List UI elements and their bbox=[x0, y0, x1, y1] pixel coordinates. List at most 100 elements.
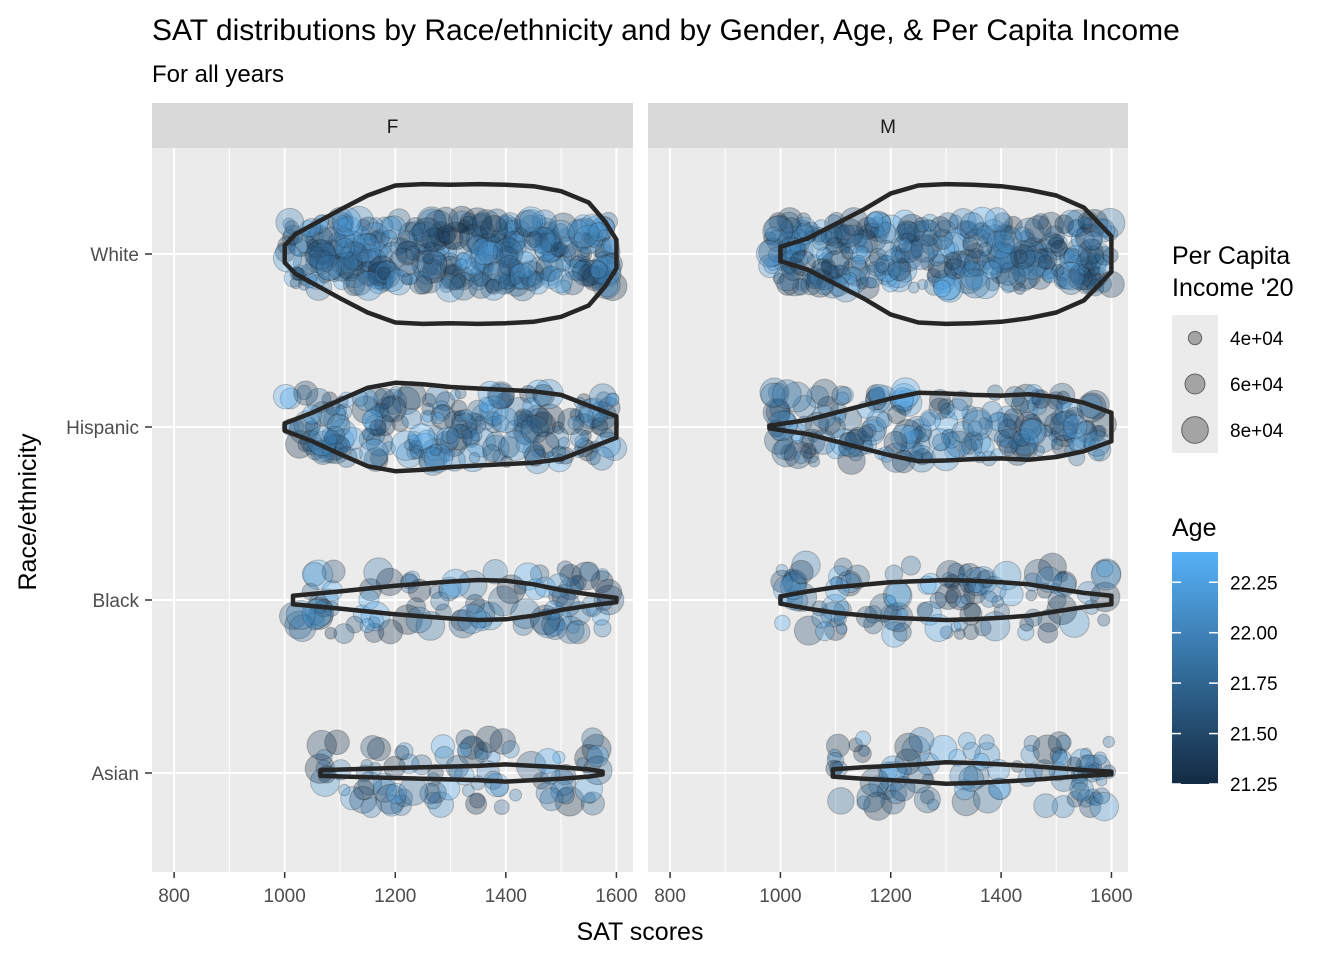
data-point bbox=[449, 272, 478, 301]
data-point bbox=[963, 247, 988, 272]
data-point bbox=[1066, 248, 1082, 264]
data-point bbox=[569, 408, 583, 422]
size-legend-circle bbox=[1181, 416, 1209, 444]
data-point bbox=[856, 783, 886, 813]
data-point bbox=[474, 232, 504, 262]
data-point bbox=[962, 409, 994, 441]
data-point bbox=[539, 265, 561, 287]
data-point bbox=[1078, 255, 1101, 279]
data-point bbox=[1056, 261, 1085, 291]
data-point bbox=[489, 728, 517, 755]
data-point bbox=[357, 244, 381, 268]
data-point bbox=[1008, 261, 1039, 292]
data-point bbox=[763, 231, 777, 246]
data-point bbox=[439, 276, 452, 289]
data-point bbox=[1055, 276, 1068, 288]
data-point bbox=[460, 249, 486, 275]
x-tick-label: 1400 bbox=[980, 886, 1022, 907]
data-point bbox=[417, 208, 447, 238]
data-point bbox=[497, 274, 517, 294]
data-point bbox=[1037, 622, 1059, 644]
data-point bbox=[469, 428, 483, 442]
data-point bbox=[1038, 250, 1052, 264]
data-point bbox=[333, 273, 351, 291]
data-point bbox=[472, 270, 490, 288]
data-point bbox=[301, 561, 327, 587]
data-point bbox=[567, 219, 598, 250]
data-point bbox=[900, 555, 921, 576]
data-point bbox=[937, 398, 955, 415]
data-point bbox=[408, 221, 440, 253]
data-point bbox=[394, 745, 410, 761]
data-point bbox=[459, 223, 489, 254]
data-point bbox=[956, 248, 979, 271]
data-point bbox=[931, 269, 956, 294]
data-point bbox=[861, 416, 887, 442]
data-point bbox=[897, 213, 927, 243]
data-point bbox=[474, 211, 493, 231]
data-point bbox=[996, 405, 1019, 428]
data-point bbox=[580, 429, 592, 442]
data-point bbox=[970, 432, 992, 454]
data-point bbox=[423, 250, 448, 276]
data-point bbox=[768, 212, 789, 232]
data-point bbox=[1014, 217, 1045, 248]
data-point bbox=[436, 224, 457, 245]
data-point bbox=[894, 732, 923, 762]
data-point bbox=[874, 254, 896, 276]
data-point bbox=[901, 239, 922, 260]
data-point bbox=[381, 441, 396, 456]
data-point bbox=[462, 207, 493, 238]
data-point bbox=[272, 383, 299, 410]
data-point bbox=[289, 237, 309, 257]
data-point bbox=[339, 241, 370, 271]
data-point bbox=[553, 223, 569, 238]
data-point bbox=[982, 260, 1002, 280]
data-point bbox=[490, 225, 517, 252]
data-point bbox=[952, 263, 984, 295]
data-point bbox=[874, 269, 886, 281]
data-point bbox=[1016, 433, 1030, 447]
data-point bbox=[357, 248, 381, 272]
data-point bbox=[759, 377, 790, 408]
data-point bbox=[482, 262, 494, 274]
data-point bbox=[1005, 246, 1036, 277]
data-point bbox=[498, 273, 515, 290]
data-point bbox=[943, 251, 963, 271]
data-point bbox=[606, 392, 620, 406]
data-point bbox=[351, 395, 381, 424]
data-point bbox=[369, 229, 390, 249]
data-point bbox=[433, 237, 447, 251]
data-point bbox=[855, 730, 872, 747]
data-point bbox=[939, 402, 956, 419]
data-point bbox=[1069, 777, 1094, 802]
data-point bbox=[385, 269, 412, 296]
data-point bbox=[559, 244, 577, 263]
data-point bbox=[467, 234, 488, 256]
color-legend-label: 21.75 bbox=[1230, 674, 1278, 695]
data-point bbox=[349, 785, 378, 814]
data-point bbox=[332, 212, 353, 233]
data-point bbox=[836, 386, 854, 405]
data-point bbox=[380, 229, 398, 247]
data-point bbox=[396, 240, 419, 264]
data-point bbox=[309, 249, 335, 275]
data-point bbox=[755, 239, 784, 268]
data-point bbox=[408, 434, 420, 446]
data-point bbox=[515, 435, 533, 454]
data-point bbox=[915, 219, 930, 234]
data-point bbox=[986, 241, 1018, 272]
data-point bbox=[1000, 221, 1013, 234]
data-point bbox=[555, 279, 572, 296]
data-point bbox=[377, 619, 404, 645]
data-point bbox=[473, 741, 493, 761]
data-point bbox=[567, 259, 590, 282]
data-point bbox=[1079, 245, 1105, 271]
data-point bbox=[481, 261, 511, 292]
data-point bbox=[868, 261, 880, 273]
data-point bbox=[356, 260, 383, 287]
data-point bbox=[404, 221, 424, 241]
data-point bbox=[945, 250, 971, 276]
data-point bbox=[421, 392, 436, 408]
data-point bbox=[520, 415, 550, 444]
